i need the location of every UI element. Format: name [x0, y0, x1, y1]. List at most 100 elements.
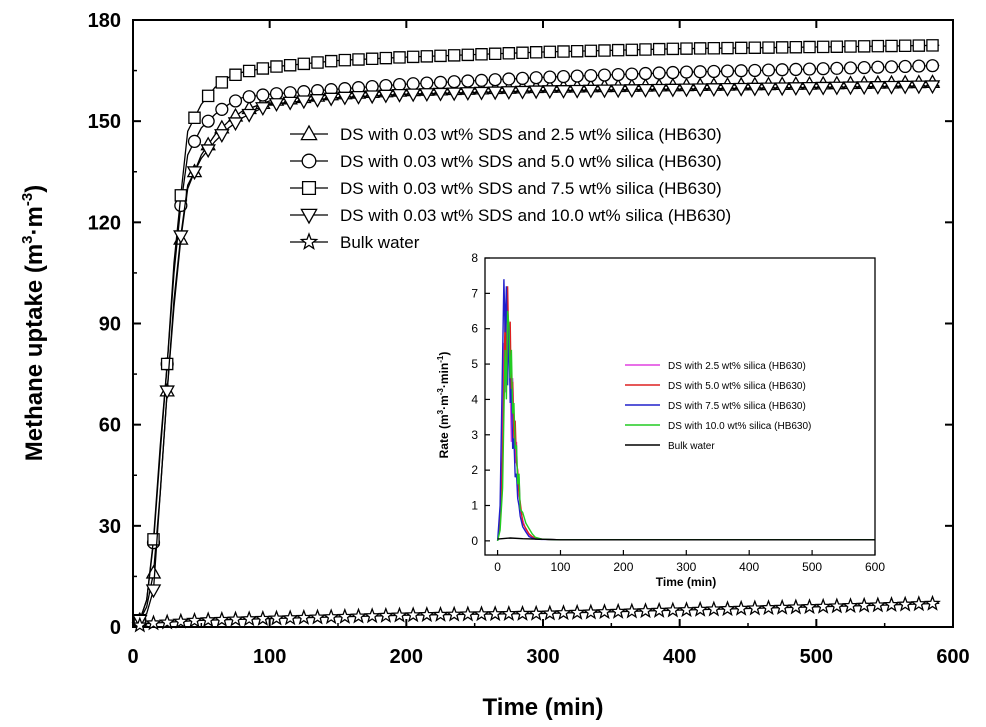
- main-x-tick-label: 400: [663, 646, 696, 668]
- inset-y-tick-label: 2: [471, 463, 478, 477]
- main-data-point: [570, 44, 584, 58]
- main-data-point: [529, 46, 543, 59]
- main-data-point: [720, 64, 735, 78]
- main-data-point: [240, 610, 258, 627]
- main-y-axis-title: Methane uptake (m3·m-3): [19, 185, 48, 461]
- main-data-point: [883, 80, 900, 95]
- main-data-point: [158, 613, 176, 630]
- main-data-point: [502, 72, 516, 86]
- main-data-point: [242, 90, 256, 104]
- main-data-point: [461, 48, 475, 62]
- main-data-point: [746, 599, 764, 616]
- main-data-point: [393, 51, 406, 64]
- main-data-point: [268, 609, 285, 626]
- main-series-star: [131, 594, 941, 633]
- main-data-point: [691, 600, 709, 617]
- main-data-point: [173, 230, 189, 245]
- main-legend-label: DS with 0.03 wt% SDS and 10.0 wt% silica…: [340, 206, 731, 225]
- main-x-axis-title: Time (min): [483, 694, 604, 721]
- main-data-point: [814, 597, 832, 614]
- main-data-point: [392, 77, 407, 92]
- main-data-point: [625, 43, 639, 57]
- main-data-point: [187, 134, 202, 148]
- main-y-axis-title-mid: ·m: [21, 206, 48, 235]
- inset-legend-label: DS with 7.5 wt% silica (HB630): [668, 401, 806, 412]
- main-data-point: [475, 48, 488, 61]
- main-legend-marker: [300, 124, 318, 141]
- main-data-point: [200, 144, 216, 159]
- main-data-point: [639, 43, 652, 56]
- main-legend-marker: [300, 208, 318, 225]
- main-data-point: [801, 81, 818, 96]
- main-data-point: [473, 86, 490, 101]
- main-data-point: [487, 86, 503, 101]
- main-legend-marker: [301, 180, 317, 196]
- main-data-point: [488, 73, 502, 87]
- main-legend-label: DS with 0.03 wt% SDS and 5.0 wt% silica …: [340, 152, 722, 171]
- inset-legend-label: Bulk water: [668, 441, 715, 452]
- main-data-point: [747, 82, 763, 97]
- main-data-point: [323, 92, 339, 107]
- main-series-triangle-down: [132, 80, 941, 629]
- main-data-point: [830, 40, 844, 53]
- main-data-point: [924, 80, 941, 95]
- main-data-point: [557, 45, 570, 58]
- main-data-point: [188, 111, 201, 125]
- main-y-tick-label: 180: [88, 10, 121, 32]
- main-data-point: [610, 84, 626, 99]
- main-data-point: [733, 82, 749, 97]
- inset-series-line: [497, 537, 875, 541]
- main-data-point: [460, 87, 476, 102]
- main-data-point: [568, 603, 586, 620]
- main-data-point: [762, 41, 775, 54]
- main-data-point: [816, 62, 830, 76]
- main-data-point: [474, 73, 489, 87]
- main-data-point: [596, 603, 613, 620]
- main-data-point: [322, 608, 340, 625]
- main-data-point: [611, 67, 625, 82]
- main-data-point: [199, 611, 217, 628]
- main-series-square: [132, 39, 940, 628]
- main-data-point: [542, 85, 558, 100]
- main-data-point: [227, 117, 244, 132]
- main-y-tick-label: 150: [88, 111, 121, 133]
- inset-y-tick-label: 7: [471, 286, 478, 300]
- inset-x-tick-label: 0: [494, 560, 501, 574]
- main-data-point: [623, 602, 641, 619]
- main-data-point: [516, 46, 529, 60]
- main-legend-label: DS with 0.03 wt% SDS and 2.5 wt% silica …: [340, 125, 722, 144]
- main-series-group: [131, 39, 941, 633]
- main-data-point: [666, 65, 680, 80]
- main-data-point: [637, 602, 654, 619]
- main-data-point: [365, 52, 379, 66]
- main-data-point: [172, 612, 190, 629]
- main-data-point: [721, 41, 734, 55]
- main-y-tick-label: 0: [110, 617, 121, 639]
- main-series-circle: [132, 59, 940, 628]
- main-data-point: [131, 616, 149, 633]
- main-x-tick-label: 600: [936, 646, 969, 668]
- main-data-point: [787, 598, 805, 615]
- main-data-point: [802, 62, 817, 76]
- inset-y-tick-label: 5: [471, 357, 478, 371]
- main-data-point: [432, 87, 449, 102]
- main-data-point: [625, 67, 639, 81]
- main-data-point: [885, 39, 898, 53]
- main-data-point: [420, 50, 434, 63]
- main-data-point: [501, 86, 517, 100]
- main-data-point: [788, 82, 804, 97]
- main-data-point: [488, 47, 502, 61]
- main-data-point: [856, 81, 872, 96]
- main-data-point: [447, 49, 461, 62]
- main-data-point: [828, 597, 846, 614]
- inset-y-axis-title-mid2: ·min: [437, 363, 451, 388]
- main-data-point: [789, 62, 803, 77]
- main-data-point: [297, 57, 311, 71]
- main-data-point: [514, 604, 531, 621]
- inset-x-tick-label: 400: [739, 560, 759, 574]
- main-data-point: [761, 63, 776, 77]
- main-data-point: [352, 53, 365, 66]
- main-data-point: [680, 42, 693, 55]
- inset-x-tick-label: 300: [676, 560, 696, 574]
